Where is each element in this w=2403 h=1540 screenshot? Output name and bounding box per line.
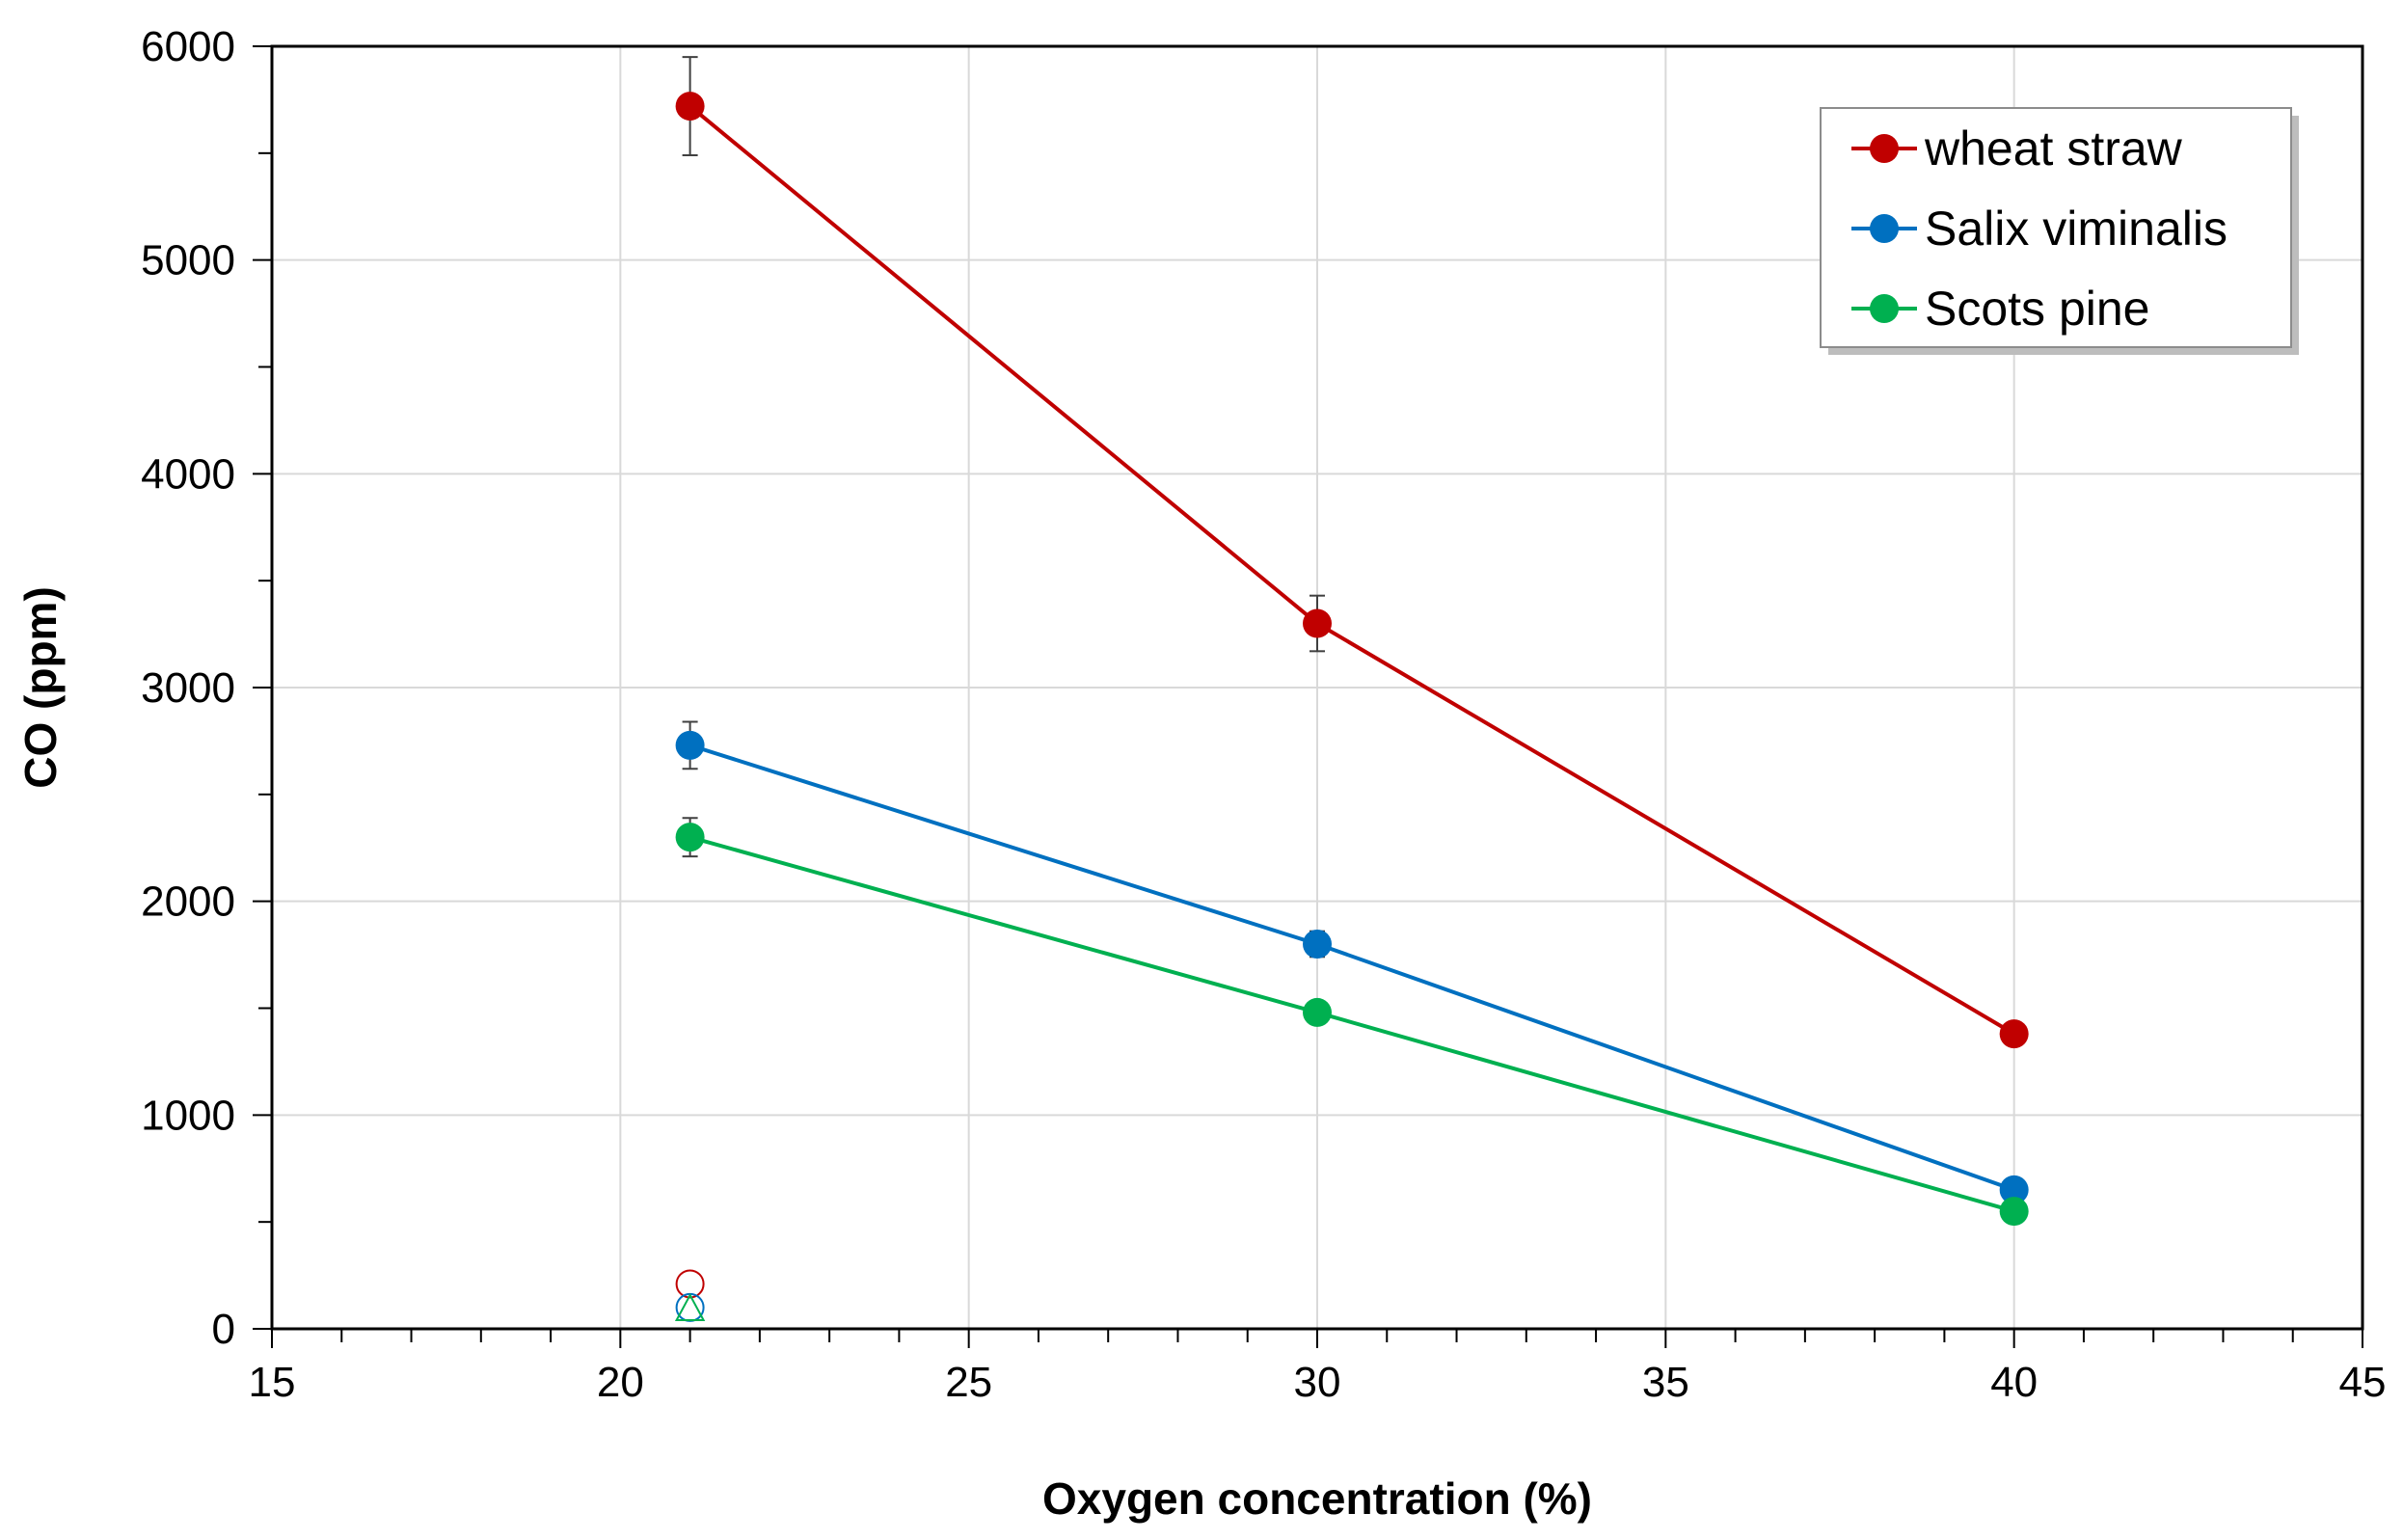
- x-tick-label-40: 40: [1990, 1359, 2038, 1406]
- minor-ticks: [253, 45, 2363, 1348]
- y-axis-title: CO (ppm): [15, 586, 66, 789]
- x-tick-label-35: 35: [1642, 1359, 1689, 1406]
- series-line-1: [688, 743, 2015, 1192]
- legend: wheat straw Salix viminalis Scots pine: [1820, 107, 2299, 355]
- extra-point-2: [674, 1292, 706, 1322]
- x-tick-label-30: 30: [1294, 1359, 1341, 1406]
- legend-item-0: wheat straw: [1851, 122, 2183, 176]
- legend-swatch-marker-2: [1870, 294, 1899, 323]
- data-point-1-0: [675, 730, 705, 760]
- series-2: [675, 817, 2029, 1227]
- series-1: [675, 720, 2029, 1204]
- legend-item-1: Salix viminalis: [1851, 202, 2228, 256]
- legend-label-2: Scots pine: [1925, 282, 2149, 336]
- legend-items: wheat straw Salix viminalis Scots pine: [1851, 122, 2228, 336]
- x-axis-title: Oxygen concentration (%): [1042, 1473, 1592, 1524]
- y-tick-label-5000: 5000: [141, 237, 235, 284]
- data-point-0-0: [675, 92, 705, 122]
- legend-swatch-marker-0: [1870, 134, 1899, 163]
- y-tick-label-6000: 6000: [141, 23, 235, 70]
- extra-point-0: [675, 1269, 705, 1299]
- data-point-1-1: [1303, 930, 1332, 959]
- legend-label-0: wheat straw: [1924, 122, 2183, 176]
- data-point-2-2: [1999, 1197, 2029, 1227]
- data-point-2-0: [675, 823, 705, 852]
- y-axis-tick-labels: 0 1000 2000 3000 4000 5000 6000: [141, 23, 235, 1353]
- x-tick-label-25: 25: [945, 1359, 992, 1406]
- y-tick-label-1000: 1000: [141, 1092, 235, 1139]
- y-tick-label-0: 0: [212, 1306, 235, 1353]
- data-point-0-2: [1999, 1019, 2029, 1049]
- data-point-1-2: [1999, 1175, 2029, 1204]
- y-tick-label-4000: 4000: [141, 450, 235, 498]
- data-point-2-1: [1303, 997, 1332, 1027]
- y-tick-label-3000: 3000: [141, 664, 235, 712]
- data-point-0-1: [1303, 608, 1332, 638]
- series-layer: [675, 56, 2029, 1227]
- legend-label-1: Salix viminalis: [1925, 202, 2228, 256]
- extra-points-layer: [674, 1269, 706, 1322]
- x-tick-label-20: 20: [597, 1359, 644, 1406]
- series-0: [675, 56, 2029, 1049]
- legend-item-2: Scots pine: [1851, 282, 2149, 336]
- x-axis-tick-labels: 15 20 25 30 35 40 45: [249, 1359, 2387, 1406]
- x-tick-label-45: 45: [2339, 1359, 2387, 1406]
- y-tick-label-2000: 2000: [141, 878, 235, 926]
- series-line-2: [689, 835, 2015, 1214]
- legend-swatch-marker-1: [1870, 214, 1899, 243]
- x-tick-label-15: 15: [249, 1359, 296, 1406]
